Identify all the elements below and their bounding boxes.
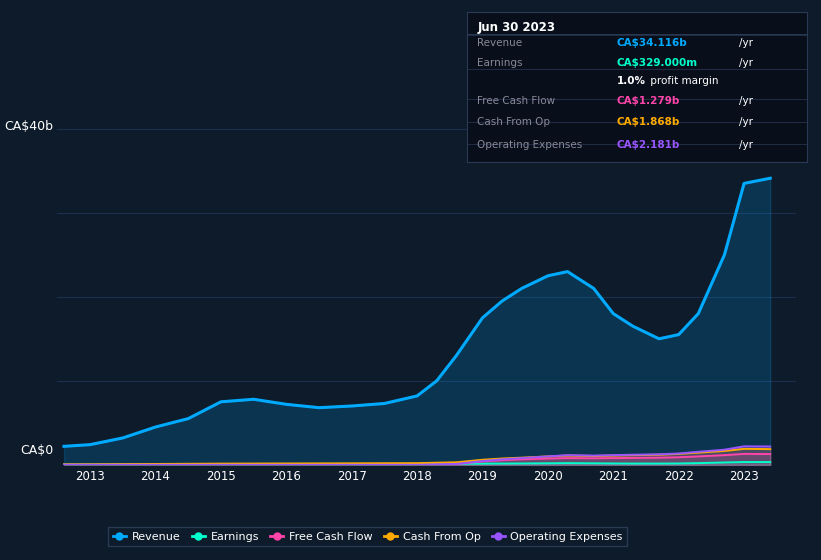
Text: /yr: /yr (739, 117, 753, 127)
Text: Earnings: Earnings (477, 58, 523, 68)
Text: /yr: /yr (739, 96, 753, 106)
Text: 1.0%: 1.0% (617, 77, 645, 86)
Text: /yr: /yr (739, 58, 753, 68)
Text: Operating Expenses: Operating Expenses (477, 139, 582, 150)
Text: profit margin: profit margin (647, 77, 718, 86)
Text: CA$1.279b: CA$1.279b (617, 96, 680, 106)
Text: Free Cash Flow: Free Cash Flow (477, 96, 555, 106)
Text: Cash From Op: Cash From Op (477, 117, 550, 127)
Text: CA$40b: CA$40b (4, 119, 53, 133)
Text: CA$2.181b: CA$2.181b (617, 139, 680, 150)
Text: /yr: /yr (739, 38, 753, 48)
Text: CA$34.116b: CA$34.116b (617, 38, 687, 48)
Text: CA$1.868b: CA$1.868b (617, 117, 680, 127)
Text: Revenue: Revenue (477, 38, 522, 48)
Text: /yr: /yr (739, 139, 753, 150)
Text: CA$329.000m: CA$329.000m (617, 58, 698, 68)
Legend: Revenue, Earnings, Free Cash Flow, Cash From Op, Operating Expenses: Revenue, Earnings, Free Cash Flow, Cash … (108, 528, 627, 547)
Text: Jun 30 2023: Jun 30 2023 (477, 21, 555, 34)
Text: CA$0: CA$0 (21, 444, 53, 458)
